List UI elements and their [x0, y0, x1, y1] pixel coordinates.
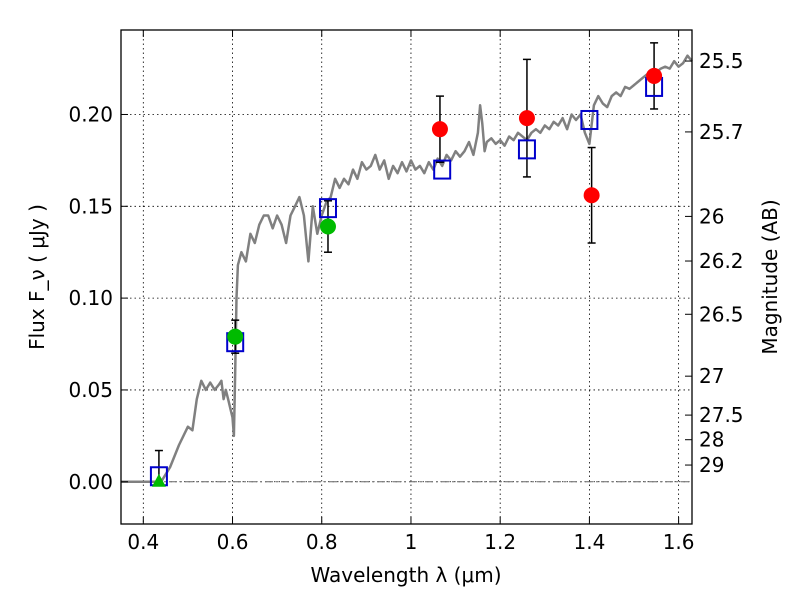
x-tick-label: 0.6	[217, 530, 249, 554]
y-tick-label: 0.20	[68, 102, 113, 126]
green-data-point	[227, 328, 244, 345]
y-tick-label: 0.15	[68, 194, 113, 218]
right-axis-label: Magnitude (AB)	[758, 199, 782, 354]
y-tick-label: 0.00	[68, 470, 113, 494]
y-tick-label: 0.10	[68, 286, 113, 310]
x-tick-label: 1	[405, 530, 418, 554]
model-spectrum-line	[121, 54, 693, 484]
y-axis-label: Flux F_ν ( μJy )	[25, 204, 49, 350]
model-square-marker	[517, 139, 536, 160]
x-tick-label: 1.2	[484, 530, 516, 554]
model-square-marker	[318, 198, 337, 219]
red-data-point	[518, 110, 535, 127]
x-tick-label: 1.4	[573, 530, 605, 554]
model-square-marker	[433, 159, 452, 180]
right-tick-label: 27	[699, 364, 724, 388]
x-tick-label: 0.8	[306, 530, 338, 554]
right-tick-label: 25.7	[699, 120, 744, 144]
red-data-point	[431, 121, 448, 138]
red-data-point	[583, 187, 600, 204]
right-tick-label: 26.2	[699, 249, 744, 273]
y-tick-label: 0.05	[68, 378, 113, 402]
model-square-marker	[580, 109, 599, 130]
right-tick-label: 29	[699, 453, 724, 477]
green-triangle-marker	[151, 473, 166, 487]
right-tick-label: 27.5	[699, 403, 744, 427]
right-tick-label: 25.5	[699, 49, 744, 73]
axis-ticks: 0.4 0.6 0.8 1 1.2 1.4 1.6 0.00 0.05 0.10 0.15 0.20 2…	[68, 30, 744, 554]
x-axis-label: Wavelength λ (μm)	[310, 563, 501, 587]
right-tick-label: 26	[699, 204, 724, 228]
gridlines	[121, 30, 692, 524]
right-tick-label: 26.5	[699, 302, 744, 326]
right-tick-label: 28	[699, 428, 724, 452]
x-tick-label: 1.6	[663, 530, 695, 554]
data-marks	[149, 42, 664, 487]
red-data-point	[646, 67, 663, 84]
x-tick-label: 0.4	[127, 530, 159, 554]
green-data-point	[319, 218, 336, 235]
plot-frame	[120, 29, 693, 525]
